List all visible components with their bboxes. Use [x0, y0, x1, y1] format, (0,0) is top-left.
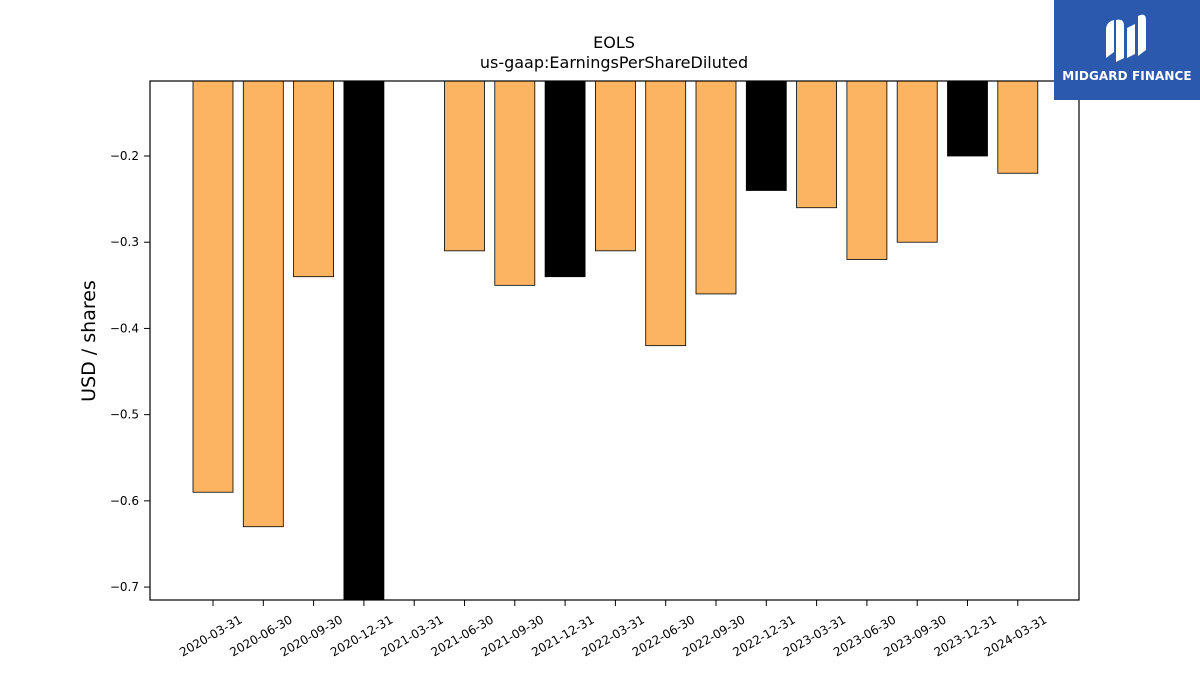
y-tick-label: −0.4	[110, 321, 139, 335]
y-tick-label: −0.5	[110, 408, 139, 422]
y-axis-label: USD / shares	[78, 280, 100, 402]
bar-2020-12-31	[343, 80, 385, 601]
y-tick-label: −0.6	[110, 494, 139, 508]
logo-text: MIDGARD FINANCE	[1062, 69, 1192, 83]
bar-2022-12-31	[745, 80, 787, 191]
bar-2021-06-30	[444, 80, 485, 252]
bar-2020-03-31	[192, 80, 234, 493]
plot-frame	[149, 80, 1080, 601]
bar-2020-06-30	[242, 80, 284, 528]
bar-2020-09-30	[293, 80, 335, 278]
bar-2023-12-31	[947, 80, 988, 157]
bar-2021-12-31	[544, 80, 586, 278]
chart-title: EOLS	[593, 33, 635, 52]
chart-subtitle: us-gaap:EarningsPerShareDiluted	[480, 53, 748, 72]
bar-2022-06-30	[645, 80, 687, 347]
bar-2023-09-30	[896, 80, 938, 243]
midgard-finance-logo: MIDGARD FINANCE	[1054, 0, 1200, 100]
y-tick-label: −0.3	[110, 235, 139, 249]
bar-2023-06-30	[846, 80, 888, 260]
bar-2022-09-30	[695, 80, 737, 295]
y-tick-label: −0.7	[110, 580, 139, 594]
bar-2024-03-31	[997, 80, 1039, 174]
bar-2021-09-30	[494, 80, 536, 286]
logo-mark-icon	[1106, 14, 1146, 63]
bars-group	[192, 80, 1039, 601]
y-tick-label: −0.2	[110, 149, 139, 163]
bar-2022-03-31	[595, 80, 636, 252]
y-axis: −0.7 −0.6 −0.5 −0.4 −0.3 −0.2	[110, 149, 150, 594]
x-axis: 2020-03-312020-06-302020-09-302020-12-31…	[177, 600, 1049, 659]
bar-2023-03-31	[796, 80, 837, 209]
